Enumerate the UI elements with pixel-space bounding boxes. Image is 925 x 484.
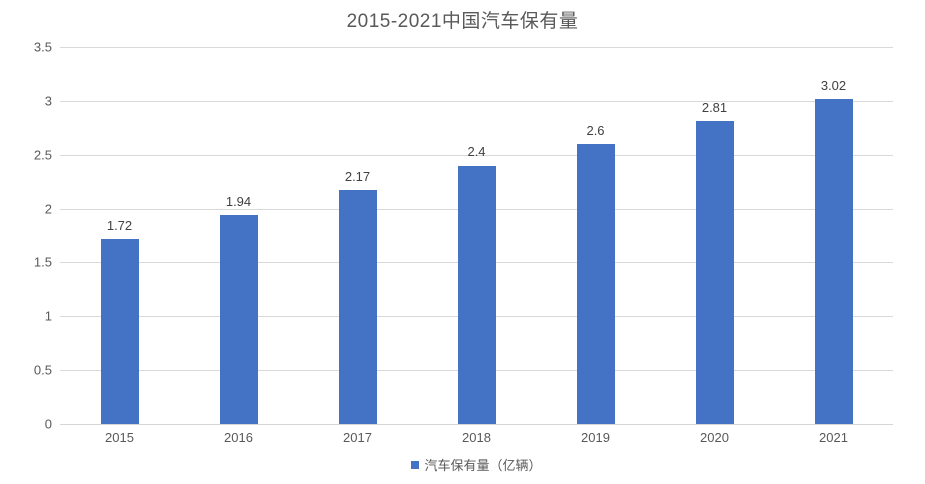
- legend-label: 汽车保有量（亿辆）: [424, 458, 542, 473]
- x-axis-label: 2017: [343, 430, 372, 445]
- bar-value-label: 2.4: [467, 144, 486, 160]
- bar-value-label: 3.02: [820, 77, 847, 93]
- x-axis-label: 2016: [224, 430, 253, 445]
- bar-value-label: 1.72: [106, 217, 133, 233]
- legend-marker-icon: [411, 461, 420, 469]
- x-axis: 2015 2016 2017 2018 2019 2020 2021: [60, 424, 893, 446]
- bar-2019: [576, 143, 615, 424]
- bar-2018: [457, 165, 496, 424]
- y-tick-label: 3: [44, 93, 52, 109]
- legend: 汽车保有量（亿辆）: [60, 455, 893, 475]
- y-tick-label: 2.5: [33, 147, 52, 163]
- y-tick-label: 0.5: [33, 362, 52, 378]
- bar-2015: [100, 238, 139, 424]
- x-axis-label: 2018: [462, 430, 491, 445]
- bar-value-label: 1.94: [225, 194, 252, 210]
- gridline: [60, 154, 893, 156]
- y-tick-label: 1.5: [33, 254, 52, 270]
- bar-value-label: 2.6: [586, 122, 605, 138]
- bar-2016: [219, 215, 258, 424]
- y-tick-label: 1: [44, 308, 52, 324]
- y-tick-label: 3.5: [33, 39, 52, 55]
- y-tick-label: 0: [44, 416, 52, 432]
- x-axis-label: 2021: [819, 430, 848, 445]
- plot-area: 1.72 1.94 2.17 2.4 2.6 2.81 3.02: [60, 47, 893, 425]
- x-axis-label: 2015: [105, 430, 134, 445]
- x-axis-label: 2020: [700, 430, 729, 445]
- y-tick-label: 2: [44, 201, 52, 217]
- gridline: [60, 47, 893, 48]
- bar-2021: [814, 98, 853, 424]
- gridline: [60, 100, 893, 102]
- bar-2017: [338, 190, 377, 424]
- x-axis-label: 2019: [581, 430, 610, 445]
- bar-value-label: 2.17: [344, 169, 371, 185]
- bar-2020: [695, 121, 734, 424]
- chart-title: 2015-2021中国汽车保有量: [346, 11, 579, 32]
- bar-value-label: 2.81: [701, 100, 728, 116]
- y-axis: 0 0.5 1 1.5 2 2.5 3 3.5: [0, 40, 52, 432]
